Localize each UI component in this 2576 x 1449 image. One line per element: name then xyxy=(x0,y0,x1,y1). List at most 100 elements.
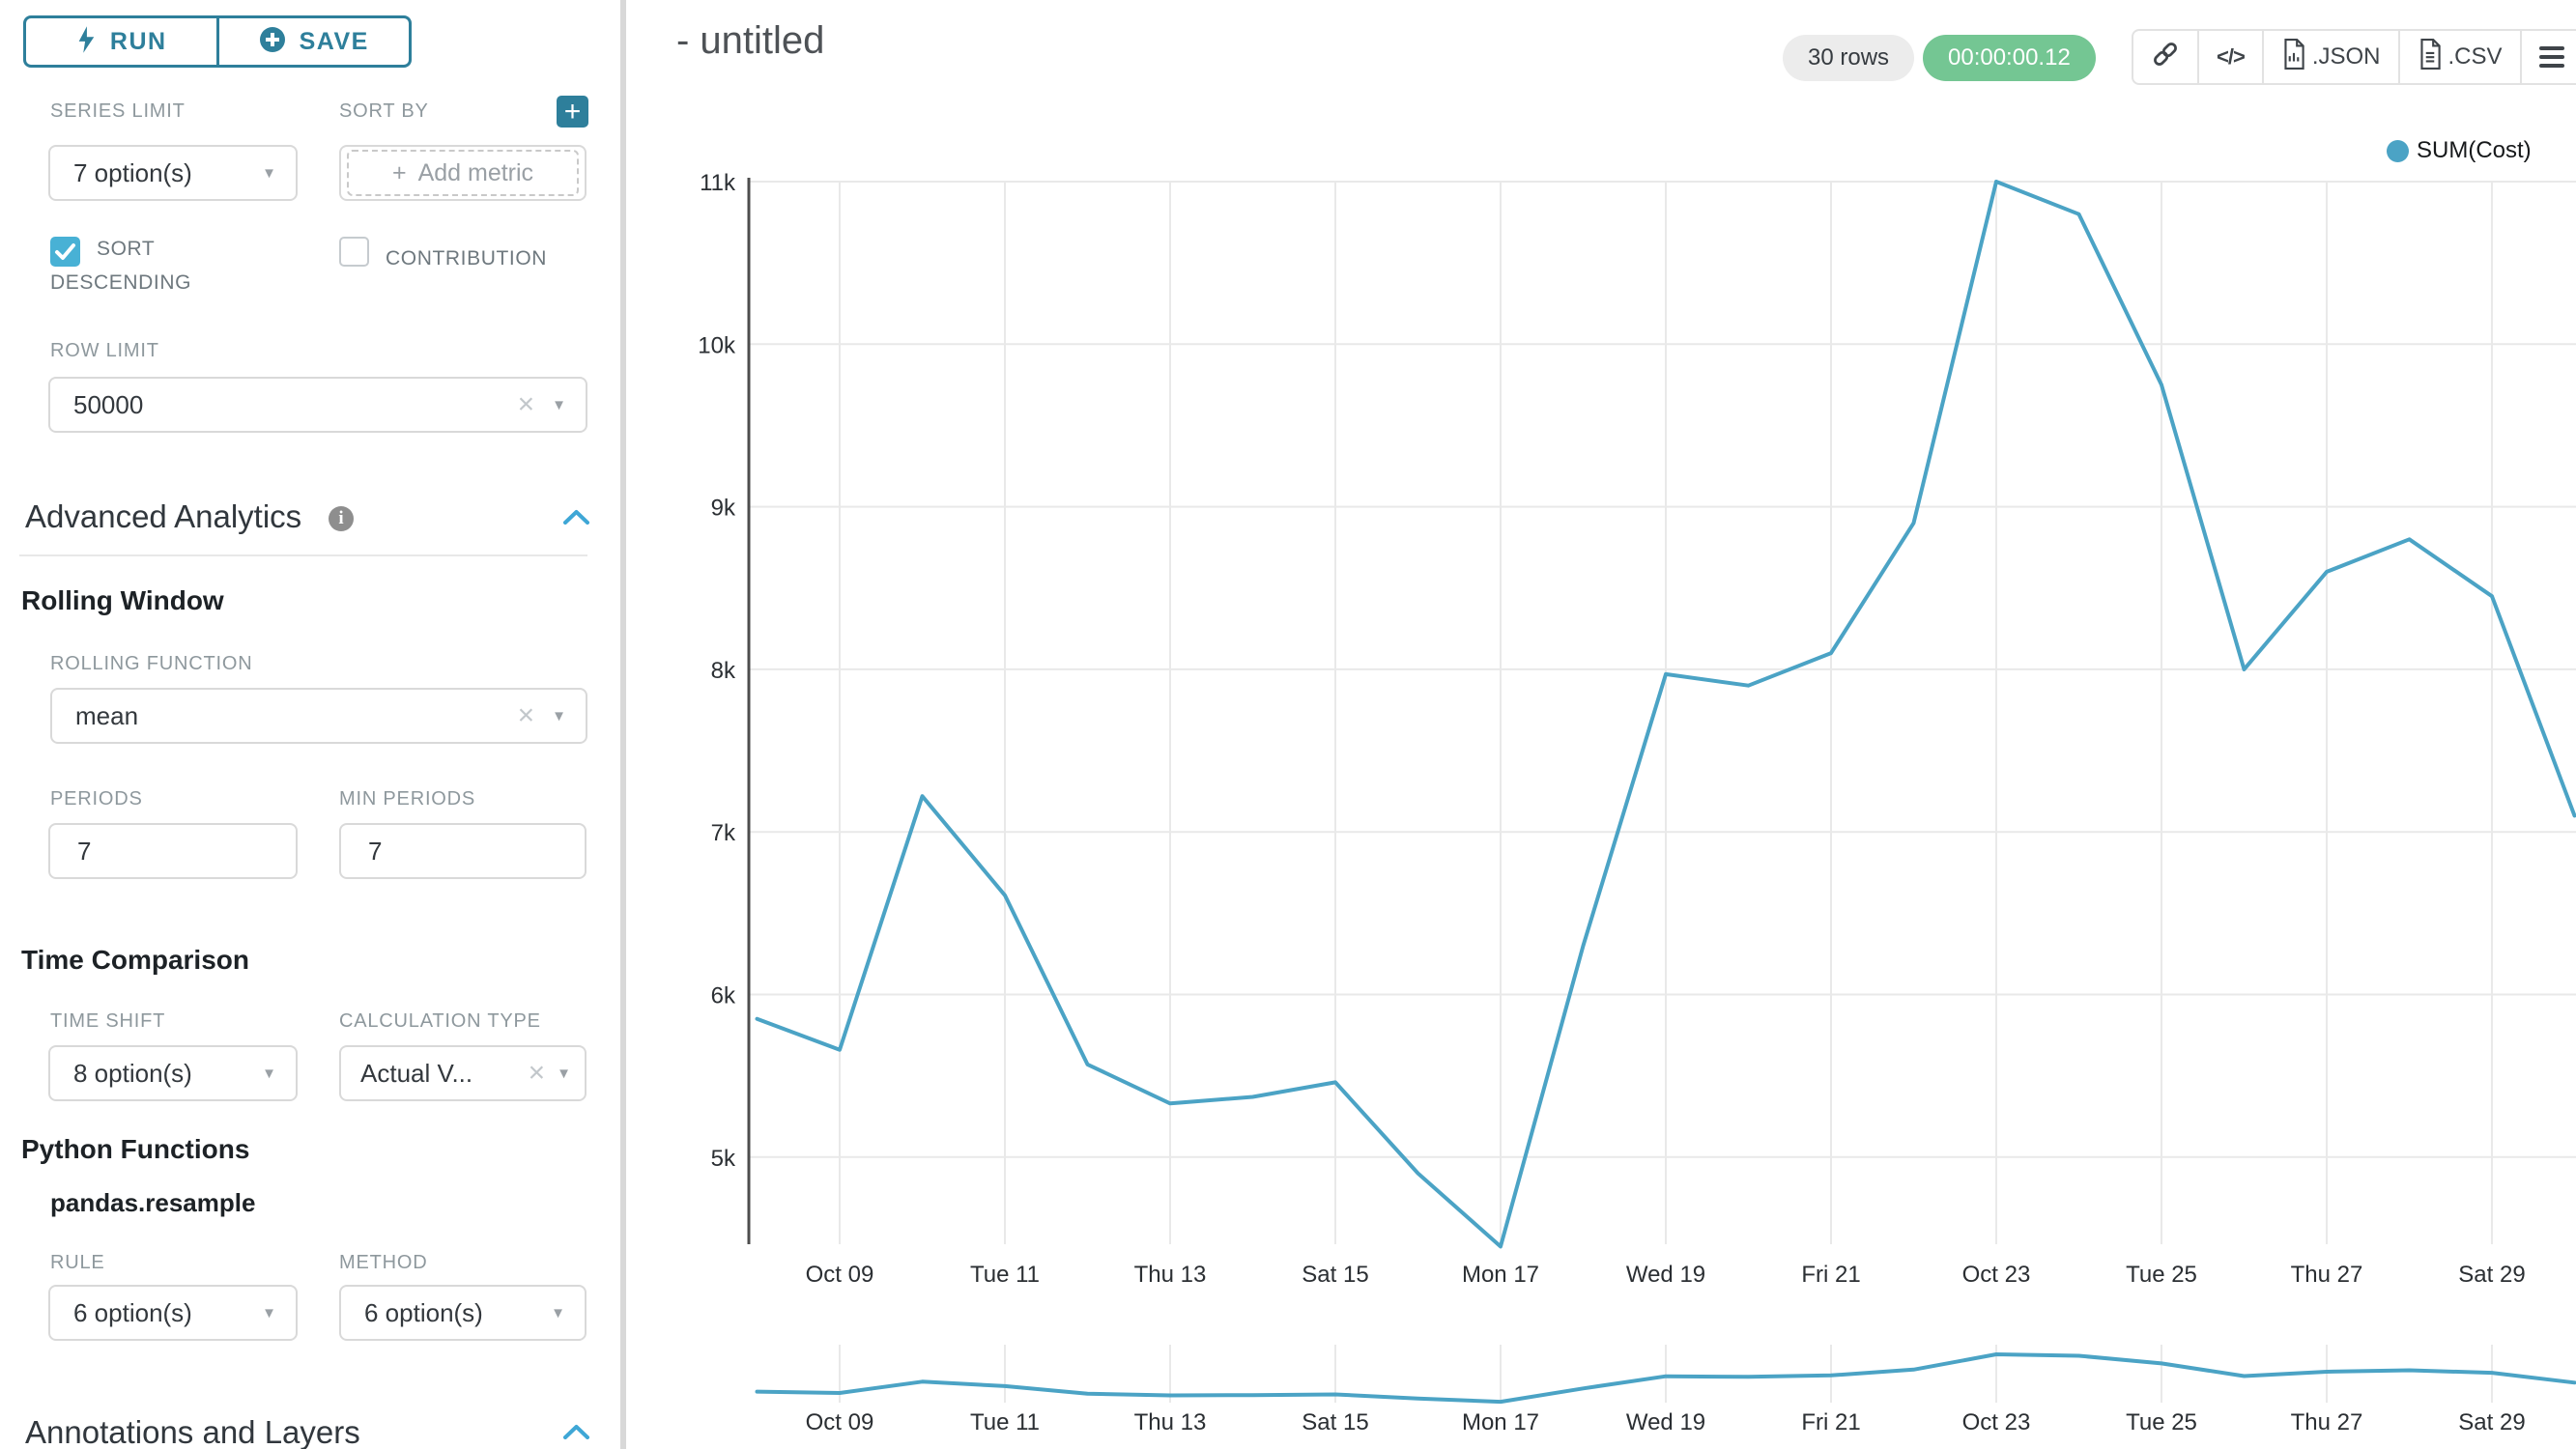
sort-descending-label-2: DESCENDING xyxy=(50,271,192,294)
minimap-tick-label: Sat 29 xyxy=(2458,1409,2525,1435)
run-button-label: RUN xyxy=(109,27,167,55)
calculation-type-value: Actual V... xyxy=(360,1058,473,1088)
annotations-layers-header[interactable]: Annotations and Layers xyxy=(25,1414,360,1449)
y-axis-tick-label: 7k xyxy=(711,820,736,846)
chart-panel: - untitled 30 rows 00:00:00.12 </> .JSON.… xyxy=(626,0,2576,1449)
minimap-tick-label: Thu 27 xyxy=(2291,1409,2363,1435)
advanced-analytics-header[interactable]: Advanced Analytics xyxy=(25,498,302,534)
x-axis-tick-label: Mon 17 xyxy=(1462,1262,1539,1288)
clear-icon[interactable]: × xyxy=(517,388,535,420)
run-button[interactable]: RUN xyxy=(26,18,219,65)
embed-code-button[interactable]: </> xyxy=(2199,31,2264,83)
export-toolbar: </> .JSON .CSV xyxy=(2132,29,2576,85)
plus-circle-icon xyxy=(259,26,286,58)
chart-title[interactable]: - untitled xyxy=(676,19,825,62)
chart-legend[interactable]: SUM(Cost) xyxy=(2387,137,2532,164)
time-shift-select[interactable]: 8 option(s) ▼ xyxy=(48,1045,298,1101)
sort-by-label: SORT BY xyxy=(339,100,429,122)
x-axis-tick-label: Tue 25 xyxy=(2126,1262,2197,1288)
series-limit-value: 7 option(s) xyxy=(73,157,192,187)
rule-select[interactable]: 6 option(s) ▼ xyxy=(48,1285,298,1341)
info-icon[interactable]: i xyxy=(329,506,354,531)
chart-menu-button[interactable] xyxy=(2522,31,2576,83)
chevron-down-icon: ▼ xyxy=(552,396,566,413)
time-shift-label: TIME SHIFT xyxy=(50,1010,166,1032)
minimap-tick-label: Sat 15 xyxy=(1302,1409,1368,1435)
collapse-chevron-up-icon[interactable] xyxy=(563,509,589,529)
series-limit-select[interactable]: 7 option(s) ▼ xyxy=(48,145,298,201)
contribution-checkbox[interactable] xyxy=(339,237,369,267)
minimap-tick-label: Thu 13 xyxy=(1134,1409,1207,1435)
share-link-button[interactable] xyxy=(2133,31,2199,83)
x-axis-tick-label: Sat 15 xyxy=(1302,1262,1368,1288)
rolling-function-select[interactable]: mean × ▼ xyxy=(50,688,587,744)
save-button[interactable]: SAVE xyxy=(219,18,410,65)
file-csv-icon xyxy=(2418,38,2443,76)
time-comparison-header: Time Comparison xyxy=(21,945,249,975)
x-axis-tick-label: Thu 13 xyxy=(1134,1262,1207,1288)
timeseries-line-chart[interactable]: 11k 10k 9k 8k 7k 6k 5k Oct 09 Oct 09 Tue 11 Tue 11… xyxy=(626,0,2576,1449)
chevron-down-icon: ▼ xyxy=(557,1065,571,1082)
row-count-badge: 30 rows xyxy=(1783,35,1915,81)
export-json-button[interactable]: .JSON xyxy=(2264,31,2400,83)
rolling-function-value: mean xyxy=(75,700,139,730)
minimap-tick-label: Tue 11 xyxy=(970,1409,1040,1435)
minimap-tick-label: Oct 23 xyxy=(1962,1409,2031,1435)
legend-series-label: SUM(Cost) xyxy=(2417,137,2532,163)
code-icon: </> xyxy=(2217,44,2246,69)
add-sort-plus-button[interactable]: + xyxy=(557,96,588,128)
minimap-tick-label: Oct 09 xyxy=(806,1409,874,1435)
plus-icon: + xyxy=(391,158,407,186)
min-periods-label: MIN PERIODS xyxy=(339,788,476,810)
sort-descending-label-1: SORT xyxy=(97,238,156,260)
export-csv-button[interactable]: .CSV xyxy=(2400,31,2522,83)
method-value: 6 option(s) xyxy=(364,1297,483,1327)
row-limit-value: 50000 xyxy=(73,389,144,419)
chevron-down-icon: ▼ xyxy=(551,1304,565,1321)
y-axis-tick-label: 9k xyxy=(711,496,736,522)
rule-label: RULE xyxy=(50,1252,105,1273)
x-axis-tick-label: Wed 19 xyxy=(1626,1262,1705,1288)
chevron-down-icon: ▼ xyxy=(262,1065,276,1082)
minimap-tick-label: Tue 25 xyxy=(2126,1409,2197,1435)
clear-icon[interactable]: × xyxy=(517,699,535,731)
rolling-function-label: ROLLING FUNCTION xyxy=(50,653,253,674)
rule-value: 6 option(s) xyxy=(73,1297,192,1327)
series-limit-label: SERIES LIMIT xyxy=(50,100,186,122)
x-axis-tick-label: Oct 09 xyxy=(806,1262,874,1288)
export-label: .CSV xyxy=(2447,43,2503,70)
control-panel-sidebar: RUN SAVE SERIES LIMIT SORT BY + 7 option… xyxy=(0,0,626,1449)
sort-by-select[interactable]: + Add metric xyxy=(339,145,587,201)
method-select[interactable]: 6 option(s) ▼ xyxy=(339,1285,587,1341)
add-metric-label: Add metric xyxy=(417,158,534,186)
export-label: .JSON xyxy=(2311,43,2381,70)
sort-descending-checkbox[interactable] xyxy=(50,237,80,267)
rolling-window-header: Rolling Window xyxy=(21,585,224,615)
add-metric-button[interactable]: + Add metric xyxy=(347,150,579,196)
pandas-resample-label: pandas.resample xyxy=(50,1188,256,1217)
min-periods-input[interactable]: 7 xyxy=(339,823,587,879)
row-limit-select[interactable]: 50000 × ▼ xyxy=(48,377,587,433)
file-json-icon xyxy=(2281,38,2306,76)
minimap-series-line[interactable] xyxy=(755,1352,2576,1405)
menu-icon xyxy=(2538,46,2564,68)
x-axis-tick-label: Tue 11 xyxy=(970,1262,1040,1288)
minimap-tick-label: Wed 19 xyxy=(1626,1409,1705,1435)
calculation-type-select[interactable]: Actual V... × ▼ xyxy=(339,1045,587,1101)
chevron-down-icon: ▼ xyxy=(262,164,276,182)
clear-icon[interactable]: × xyxy=(528,1057,546,1089)
calculation-type-label: CALCULATION TYPE xyxy=(339,1010,541,1032)
x-axis-tick-label: Oct 23 xyxy=(1962,1262,2031,1288)
collapse-chevron-up-icon[interactable] xyxy=(563,1424,589,1444)
query-timer-badge: 00:00:00.12 xyxy=(1923,35,2096,81)
periods-label: PERIODS xyxy=(50,788,143,810)
chevron-down-icon: ▼ xyxy=(552,707,566,724)
run-save-button-group: RUN SAVE xyxy=(23,15,412,68)
check-icon xyxy=(55,243,75,260)
python-functions-header: Python Functions xyxy=(21,1134,250,1164)
x-axis-tick-label: Thu 27 xyxy=(2291,1262,2363,1288)
series-line-sum-cost[interactable] xyxy=(755,180,2576,1249)
periods-input[interactable]: 7 xyxy=(48,823,298,879)
x-axis-tick-label: Sat 29 xyxy=(2458,1262,2525,1288)
